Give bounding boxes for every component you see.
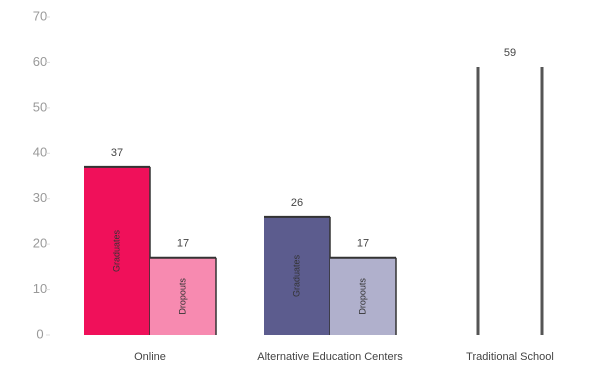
x-tick-label: Online — [134, 351, 166, 363]
bar — [84, 166, 150, 335]
y-tick-label: 20 — [33, 236, 47, 251]
bar-fill — [477, 66, 543, 335]
value-label: 17 — [177, 238, 189, 250]
x-tick-label: Alternative Education Centers — [257, 351, 403, 363]
bar-series-label: Dropouts — [177, 278, 187, 315]
bar — [330, 257, 396, 335]
value-label: 17 — [357, 238, 369, 250]
y-tick-label: 60 — [33, 54, 47, 69]
bar — [476, 66, 544, 335]
y-tick-label: 30 — [33, 190, 47, 205]
y-tick-label: 10 — [33, 281, 47, 296]
bar — [150, 257, 216, 335]
y-tick-label: 70 — [33, 8, 47, 23]
value-label: 26 — [291, 197, 303, 209]
value-label: 59 — [504, 47, 516, 59]
value-label: 37 — [111, 147, 123, 159]
bar-series-label: Graduates — [111, 229, 121, 272]
bar — [264, 216, 330, 335]
bar-series-label: Graduates — [291, 254, 301, 297]
x-tick-label: Traditional School — [466, 351, 554, 363]
y-tick-label: 0 — [36, 326, 43, 341]
y-tick-label: 40 — [33, 145, 47, 160]
bar-series-label: Dropouts — [357, 278, 367, 315]
y-tick-label: 50 — [33, 99, 47, 114]
